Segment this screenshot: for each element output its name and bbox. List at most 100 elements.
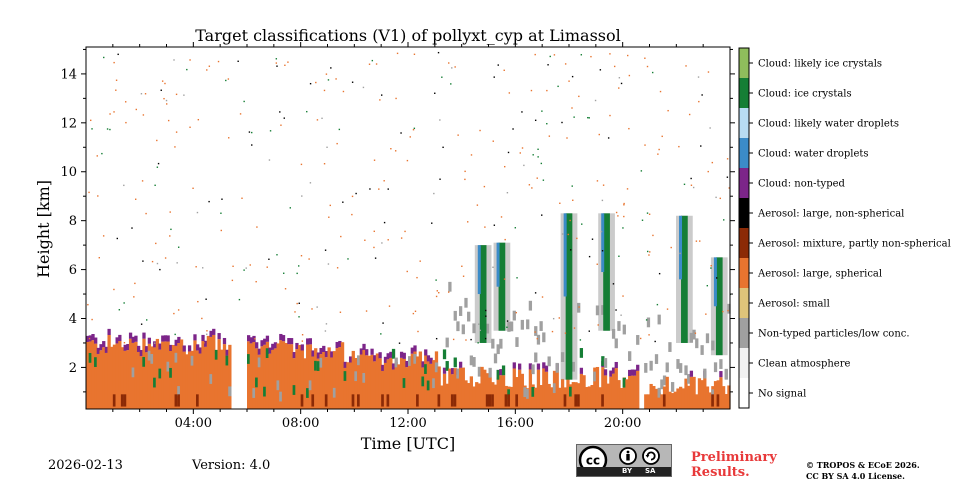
- speck: [287, 61, 289, 63]
- legend-label: Clean atmosphere: [758, 359, 851, 370]
- aerosol-column: [434, 351, 439, 409]
- speck: [658, 148, 660, 151]
- ice-streak: [565, 213, 573, 380]
- speck: [324, 330, 327, 332]
- aerosol-column: [276, 343, 280, 409]
- speck: [156, 166, 159, 168]
- speck: [448, 62, 450, 64]
- cloud-top-cell: [389, 351, 393, 358]
- speck: [369, 188, 371, 190]
- low-conc-cell: [526, 319, 530, 330]
- mixed-cell: [523, 387, 527, 398]
- dust-cell: [351, 394, 355, 407]
- legend-label: Cloud: ice crystals: [758, 89, 852, 100]
- speck: [196, 211, 199, 214]
- speck: [177, 246, 180, 248]
- speck: [308, 258, 310, 260]
- speck: [373, 159, 376, 161]
- mixed-cell: [314, 360, 318, 371]
- cloud-top-cell: [174, 339, 178, 346]
- speck: [166, 103, 168, 105]
- speck: [276, 254, 278, 256]
- cloud-top-cell: [429, 357, 433, 364]
- speck: [176, 262, 178, 264]
- speck: [694, 332, 697, 334]
- low-conc-cell: [456, 321, 460, 332]
- speck: [701, 94, 703, 96]
- legend-swatch: [739, 228, 749, 258]
- speck: [329, 204, 331, 207]
- aerosol-column: [472, 386, 476, 409]
- dust-cell: [577, 394, 581, 407]
- mixed-cell: [142, 356, 146, 367]
- dust-cell: [177, 394, 181, 407]
- aerosol-column: [324, 357, 329, 409]
- speck: [497, 64, 499, 66]
- cloud-top-cell: [579, 367, 584, 374]
- dust-cell: [386, 394, 390, 407]
- speck: [435, 295, 438, 298]
- aerosol-column: [528, 369, 533, 409]
- speck: [383, 221, 386, 224]
- cloud-top-cell: [145, 346, 149, 353]
- speck: [598, 133, 600, 136]
- speck: [339, 311, 342, 313]
- aerosol-column: [343, 367, 347, 409]
- aerosol-column: [523, 385, 527, 409]
- plot-area: [86, 47, 731, 409]
- speck: [700, 145, 702, 147]
- speck: [177, 309, 180, 311]
- speck: [620, 314, 622, 316]
- aerosol-column: [311, 356, 315, 409]
- aerosol-column: [512, 368, 516, 409]
- speck: [170, 228, 172, 231]
- speck: [301, 334, 304, 336]
- dust-cell: [437, 394, 441, 407]
- speck: [296, 302, 298, 305]
- cloud-top-cell: [88, 335, 92, 342]
- speck: [123, 302, 125, 304]
- speck: [239, 113, 242, 115]
- mixed-cell: [687, 373, 691, 384]
- aerosol-column: [544, 371, 549, 409]
- speck: [546, 89, 548, 92]
- cc-license-badge: cc BY SA: [576, 444, 672, 477]
- aerosol-column: [499, 375, 503, 409]
- aerosol-column: [697, 378, 702, 409]
- speck: [208, 200, 210, 203]
- speck: [275, 58, 278, 60]
- speck: [144, 93, 147, 95]
- aerosol-column: [373, 361, 377, 409]
- speck: [516, 277, 518, 279]
- speck: [221, 198, 223, 200]
- speck: [601, 250, 604, 252]
- speck: [335, 78, 337, 80]
- dust-cell: [574, 394, 578, 407]
- speck: [697, 76, 700, 78]
- aerosol-column: [461, 367, 465, 409]
- mixed-cell: [255, 377, 259, 388]
- low-conc-cell: [445, 337, 449, 348]
- speck: [355, 192, 357, 195]
- dust-cell: [515, 394, 519, 407]
- mixed-cell: [526, 388, 530, 399]
- speck: [484, 337, 487, 340]
- speck: [296, 272, 298, 275]
- speck: [561, 233, 564, 235]
- cloud-top-cell: [96, 347, 101, 354]
- cloud-top-cell: [343, 361, 347, 368]
- aerosol-column: [603, 375, 608, 409]
- speck: [601, 199, 604, 202]
- low-conc-cell: [512, 310, 516, 321]
- speck: [504, 238, 506, 241]
- speck: [275, 62, 278, 64]
- speck: [528, 184, 531, 186]
- speck: [679, 252, 681, 255]
- speck: [97, 195, 99, 197]
- speck: [183, 94, 185, 96]
- mixed-cell: [703, 368, 707, 379]
- speck: [316, 306, 318, 308]
- cloud-top-cell: [426, 355, 431, 362]
- aerosol-column: [536, 369, 541, 409]
- speck: [336, 142, 338, 145]
